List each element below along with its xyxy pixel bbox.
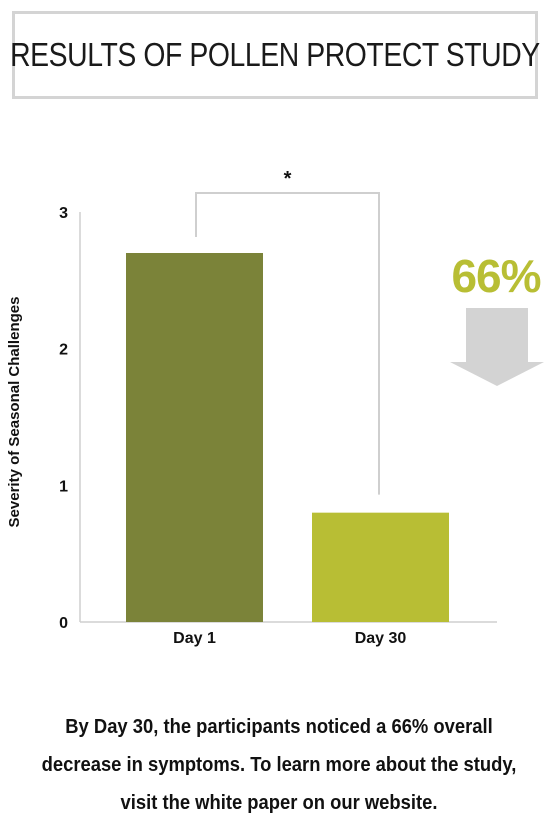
significance-bracket bbox=[195, 192, 380, 495]
y-tick-label: 0 bbox=[59, 615, 68, 632]
x-tick-label: Day 30 bbox=[355, 630, 407, 647]
page-title: RESULTS OF POLLEN PROTECT STUDY bbox=[10, 36, 540, 73]
x-tick-label: Day 1 bbox=[173, 630, 216, 647]
y-tick-label: 1 bbox=[59, 478, 68, 495]
y-tick-label: 3 bbox=[59, 205, 68, 222]
significance-marker: * bbox=[284, 168, 292, 190]
y-tick-label: 2 bbox=[59, 342, 68, 359]
title-box: RESULTS OF POLLEN PROTECT STUDY bbox=[10, 11, 540, 99]
caption-line-2: decrease in symptoms. To learn more abou… bbox=[41, 754, 517, 776]
down-arrow-icon bbox=[450, 308, 544, 386]
y-axis-label: Severity of Seasonal Challenges bbox=[6, 297, 23, 528]
caption-line-1: By Day 30, the participants noticed a 66… bbox=[65, 716, 493, 738]
bar-chart: Severity of Seasonal Challenges 0 1 2 3 Day… bbox=[6, 168, 544, 647]
bar-day-1 bbox=[126, 253, 263, 622]
caption: By Day 30, the participants noticed a 66… bbox=[0, 708, 558, 822]
decrease-percent-label: 66% bbox=[451, 250, 540, 302]
caption-line-3: visit the white paper on our website. bbox=[120, 792, 438, 814]
bar-day-30 bbox=[312, 512, 449, 622]
